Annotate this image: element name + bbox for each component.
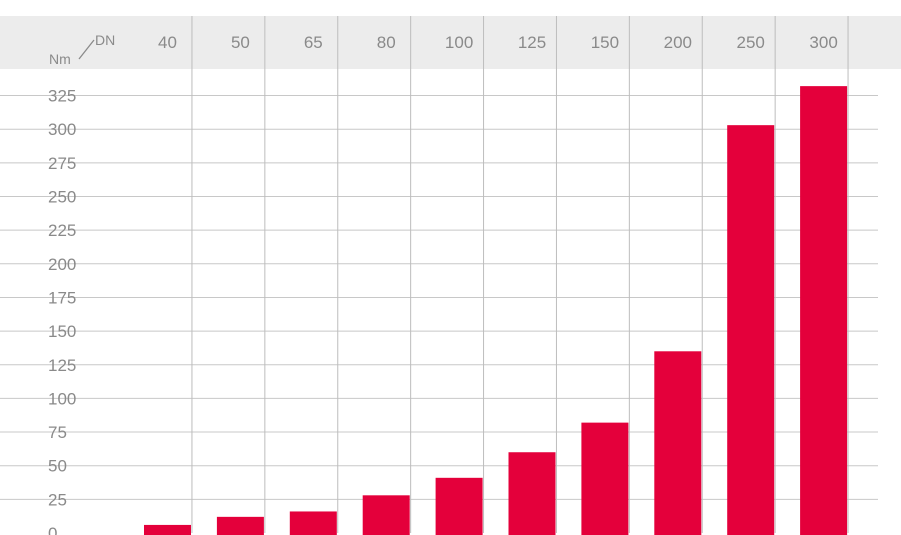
bar-dn-125 [509,452,556,535]
x-tick-label: 40 [158,33,177,52]
y-tick-label: 200 [48,255,76,274]
y-tick-label: 75 [48,423,67,442]
y-tick-label: 25 [48,490,67,509]
bar-dn-150 [581,423,628,535]
y-tick-label: 0 [48,524,57,535]
x-tick-label: 250 [737,33,765,52]
x-tick-label: 125 [518,33,546,52]
x-tick-label: 65 [304,33,323,52]
bar-dn-80 [363,495,410,535]
y-tick-label: 150 [48,322,76,341]
bar-dn-300 [800,86,847,535]
bar-dn-200 [654,351,701,535]
y-tick-label: 225 [48,221,76,240]
x-tick-label: 200 [664,33,692,52]
x-axis-unit-label: DN [95,32,115,48]
y-tick-label: 125 [48,356,76,375]
y-axis-unit-label: Nm [49,51,71,67]
bar-dn-100 [436,478,483,535]
y-tick-label: 325 [48,87,76,106]
x-tick-label: 150 [591,33,619,52]
y-tick-label: 275 [48,154,76,173]
y-tick-label: 250 [48,188,76,207]
bar-dn-65 [290,511,337,535]
bars [144,86,847,535]
bar-dn-50 [217,517,264,535]
y-tick-label: 300 [48,120,76,139]
y-tick-label: 100 [48,389,76,408]
y-tick-label: 50 [48,457,67,476]
y-tick-label: 175 [48,288,76,307]
x-tick-label: 50 [231,33,250,52]
bar-dn-40 [144,525,191,535]
x-tick-label: 100 [445,33,473,52]
x-tick-label: 80 [377,33,396,52]
y-tick-labels: 0 25 50 75 100 125 150 175 200 225 250 275 300 325 [48,87,76,535]
x-tick-label: 300 [809,33,837,52]
bar-dn-250 [727,125,774,535]
